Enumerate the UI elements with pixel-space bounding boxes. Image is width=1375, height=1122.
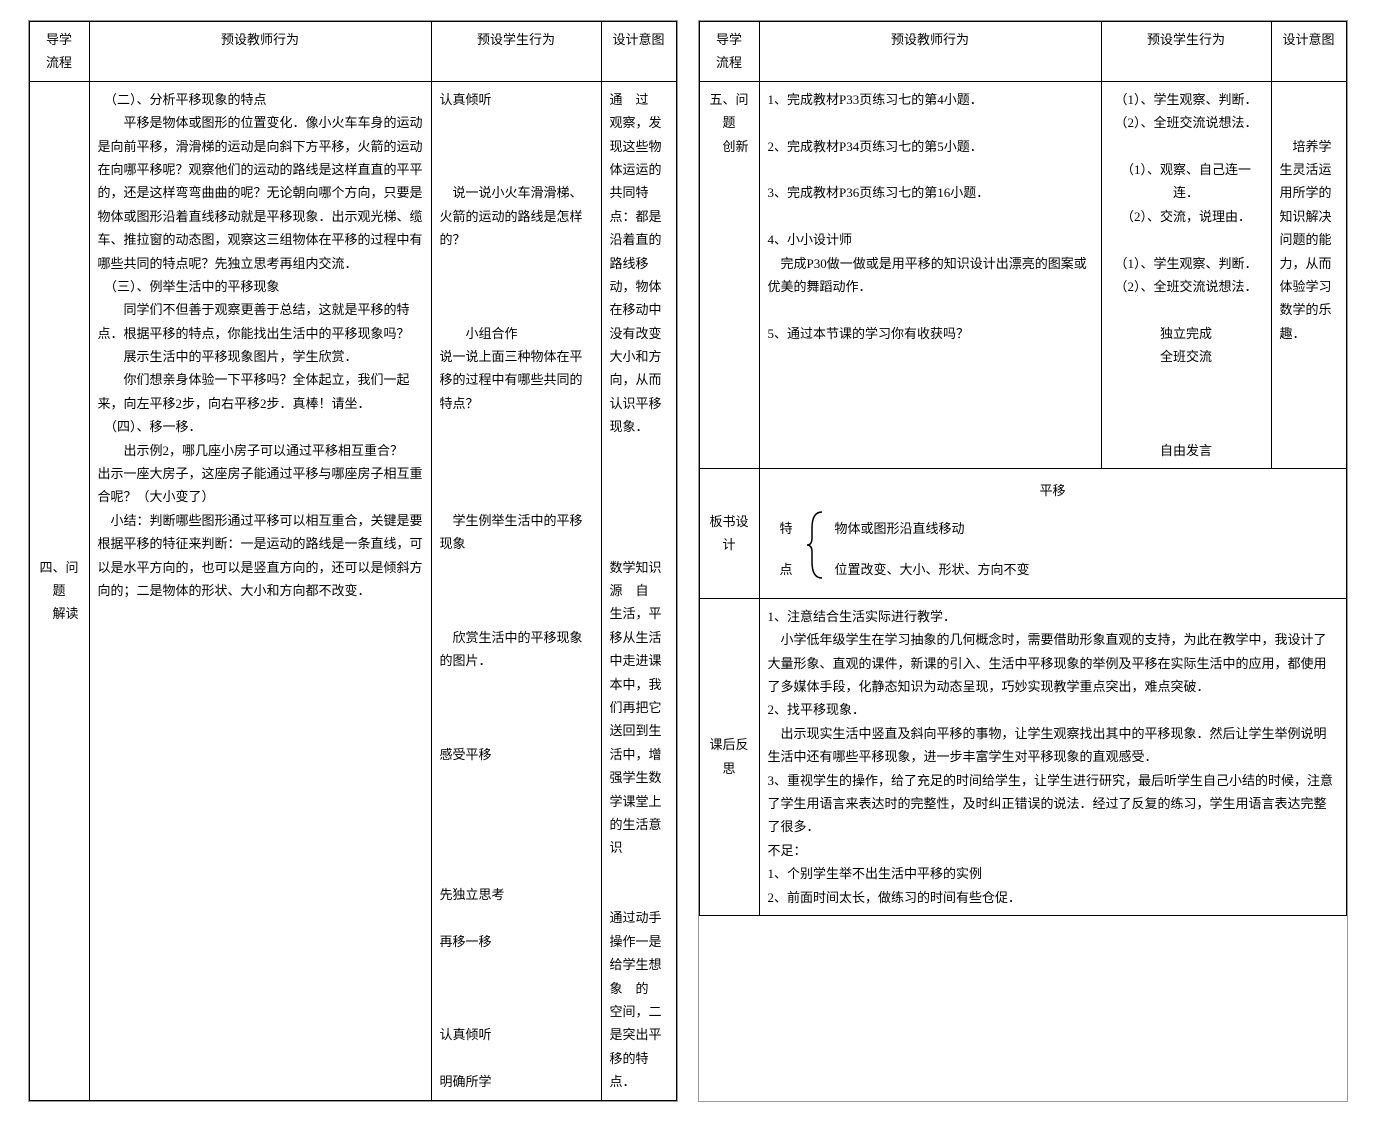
left-teacher-cell: （二）、分析平移现象的特点 平移是物体或图形的位置变化．像小火车车身的运动是向前… [89,81,431,1100]
kehou-row: 课后反思 1、注意结合生活实际进行教学． 小学低年级学生在学习抽象的几何概念时，… [699,598,1346,915]
brace-svg [807,510,827,587]
right-stage-cell: 五、问题 创新 [699,81,759,468]
header-student: 预设学生行为 [431,22,601,82]
brace-char1: 特 点 [780,517,799,582]
left-header-row: 导学流程 预设教师行为 预设学生行为 设计意图 [29,22,676,82]
kehou-label: 课后反思 [699,598,759,915]
right-intent-cell: 培养学生灵活运用所学的知识解决问题的能力，从而体验学习数学的乐趣． [1271,81,1346,468]
left-table: 导学流程 预设教师行为 预设学生行为 设计意图 四、问题 解读 （二）、分析平移… [29,21,677,1101]
right-page: 导学流程 预设教师行为 预设学生行为 设计意图 五、问题 创新 1、完成教材P3… [698,20,1348,1102]
header-student-r: 预设学生行为 [1101,22,1271,82]
left-intent-cell: 通 过 观察，发现这些物体运运的共同特点：都是沿着直的路线移动，物体在移动中没有… [601,81,676,1100]
header-teacher: 预设教师行为 [89,22,431,82]
banshu-row: 板书设计 平移 特 点 物体或图形沿直线移动 [699,469,1346,599]
header-stage-r: 导学流程 [699,22,759,82]
brace-line1: 物体或图形沿直线移动 [835,517,1030,540]
banshu-content: 平移 特 点 物体或图形沿直线移动 位置改变、大小、形状、方向不变 [759,469,1346,599]
right-header-row: 导学流程 预设教师行为 预设学生行为 设计意图 [699,22,1346,82]
banshu-label: 板书设计 [699,469,759,599]
right-content-row: 五、问题 创新 1、完成教材P33页练习七的第4小题．2、完成教材P34页练习七… [699,81,1346,468]
right-table: 导学流程 预设教师行为 预设学生行为 设计意图 五、问题 创新 1、完成教材P3… [699,21,1347,916]
left-page: 导学流程 预设教师行为 预设学生行为 设计意图 四、问题 解读 （二）、分析平移… [28,20,678,1102]
char2: 点 [780,558,793,581]
header-intent: 设计意图 [601,22,676,82]
char1: 特 [780,517,793,540]
brace-line2: 位置改变、大小、形状、方向不变 [835,558,1030,581]
left-stage-cell: 四、问题 解读 [29,81,89,1100]
header-intent-r: 设计意图 [1271,22,1346,82]
kehou-content: 1、注意结合生活实际进行教学． 小学低年级学生在学习抽象的几何概念时，需要借助形… [759,598,1346,915]
right-student-cell: （1）、学生观察、判断．（2）、全班交流说想法．（1）、观察、自己连一连．（2）… [1101,81,1271,468]
brace-diagram: 特 点 物体或图形沿直线移动 位置改变、大小、形状、方向不变 [780,510,1326,587]
banshu-title: 平移 [780,479,1326,502]
header-teacher-r: 预设教师行为 [759,22,1101,82]
header-stage: 导学流程 [29,22,89,82]
right-teacher-cell: 1、完成教材P33页练习七的第4小题．2、完成教材P34页练习七的第5小题．3、… [759,81,1101,468]
left-student-cell: 认真倾听 说一说小火车滑滑梯、火箭的运动的路线是怎样的？ 小组合作说一说上面三种… [431,81,601,1100]
left-content-row: 四、问题 解读 （二）、分析平移现象的特点 平移是物体或图形的位置变化．像小火车… [29,81,676,1100]
brace-items: 物体或图形沿直线移动 位置改变、大小、形状、方向不变 [835,517,1030,582]
